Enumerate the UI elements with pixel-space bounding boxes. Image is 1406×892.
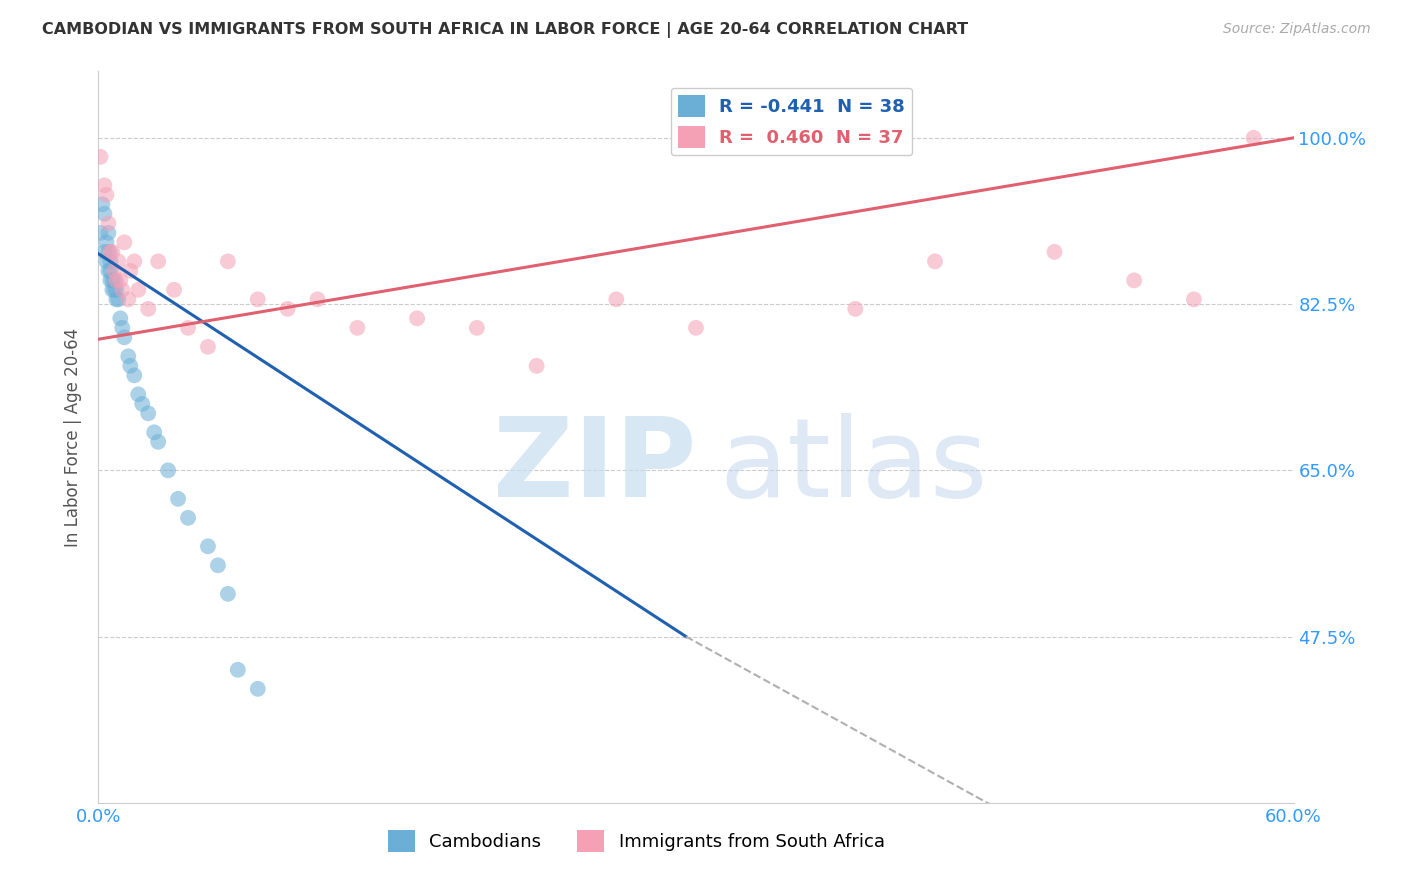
Point <box>96 187 118 202</box>
Point <box>120 264 142 278</box>
Point <box>124 368 146 383</box>
Text: ZIP: ZIP <box>492 413 696 520</box>
Point <box>97 244 120 259</box>
Point <box>101 244 124 259</box>
Point <box>1123 273 1146 287</box>
Point <box>101 283 124 297</box>
Point <box>136 301 159 316</box>
Point <box>96 254 118 268</box>
Point <box>124 254 146 268</box>
Point <box>97 216 120 230</box>
Point <box>107 293 129 307</box>
Point <box>685 321 707 335</box>
Point <box>105 273 128 287</box>
Point <box>93 178 115 193</box>
Point <box>112 330 135 344</box>
Point <box>197 539 219 553</box>
Point <box>163 283 186 297</box>
Point <box>277 301 299 316</box>
Point <box>526 359 548 373</box>
Point <box>110 311 132 326</box>
Point <box>117 293 139 307</box>
Y-axis label: In Labor Force | Age 20-64: In Labor Force | Age 20-64 <box>65 327 83 547</box>
Point <box>207 558 229 573</box>
Point <box>148 434 170 449</box>
Point <box>1182 293 1205 307</box>
Point <box>177 321 200 335</box>
Point <box>924 254 946 268</box>
Point <box>98 244 122 259</box>
Point <box>111 321 134 335</box>
Point <box>177 511 200 525</box>
Point <box>217 254 239 268</box>
Point <box>103 273 125 287</box>
Point <box>97 226 120 240</box>
Point <box>605 293 627 307</box>
Point <box>98 273 122 287</box>
Point <box>111 283 134 297</box>
Point <box>103 283 125 297</box>
Point <box>127 387 149 401</box>
Point <box>105 293 128 307</box>
Point <box>226 663 249 677</box>
Point <box>1043 244 1066 259</box>
Point <box>98 254 122 268</box>
Point <box>98 264 122 278</box>
Point <box>97 264 120 278</box>
Point <box>110 273 132 287</box>
Point <box>131 397 153 411</box>
Text: Source: ZipAtlas.com: Source: ZipAtlas.com <box>1223 22 1371 37</box>
Point <box>465 321 488 335</box>
Legend: Cambodians, Immigrants from South Africa: Cambodians, Immigrants from South Africa <box>381 823 891 860</box>
Point <box>112 235 135 250</box>
Point <box>406 311 429 326</box>
Point <box>103 264 125 278</box>
Point <box>148 254 170 268</box>
Point <box>136 406 159 420</box>
Point <box>157 463 180 477</box>
Point <box>167 491 190 506</box>
Point <box>89 226 111 240</box>
Point <box>101 273 124 287</box>
Point <box>89 150 111 164</box>
Point <box>217 587 239 601</box>
Point <box>143 425 166 440</box>
Point <box>844 301 866 316</box>
Point <box>96 235 118 250</box>
Point <box>346 321 368 335</box>
Point <box>105 283 128 297</box>
Point <box>246 681 269 696</box>
Point <box>246 293 269 307</box>
Point <box>197 340 219 354</box>
Text: CAMBODIAN VS IMMIGRANTS FROM SOUTH AFRICA IN LABOR FORCE | AGE 20-64 CORRELATION: CAMBODIAN VS IMMIGRANTS FROM SOUTH AFRIC… <box>42 22 969 38</box>
Point <box>107 254 129 268</box>
Point <box>117 349 139 363</box>
Point <box>120 359 142 373</box>
Point <box>93 207 115 221</box>
Point <box>1243 131 1265 145</box>
Point <box>93 244 115 259</box>
Point <box>127 283 149 297</box>
Text: atlas: atlas <box>720 413 988 520</box>
Point <box>307 293 329 307</box>
Point <box>91 197 114 211</box>
